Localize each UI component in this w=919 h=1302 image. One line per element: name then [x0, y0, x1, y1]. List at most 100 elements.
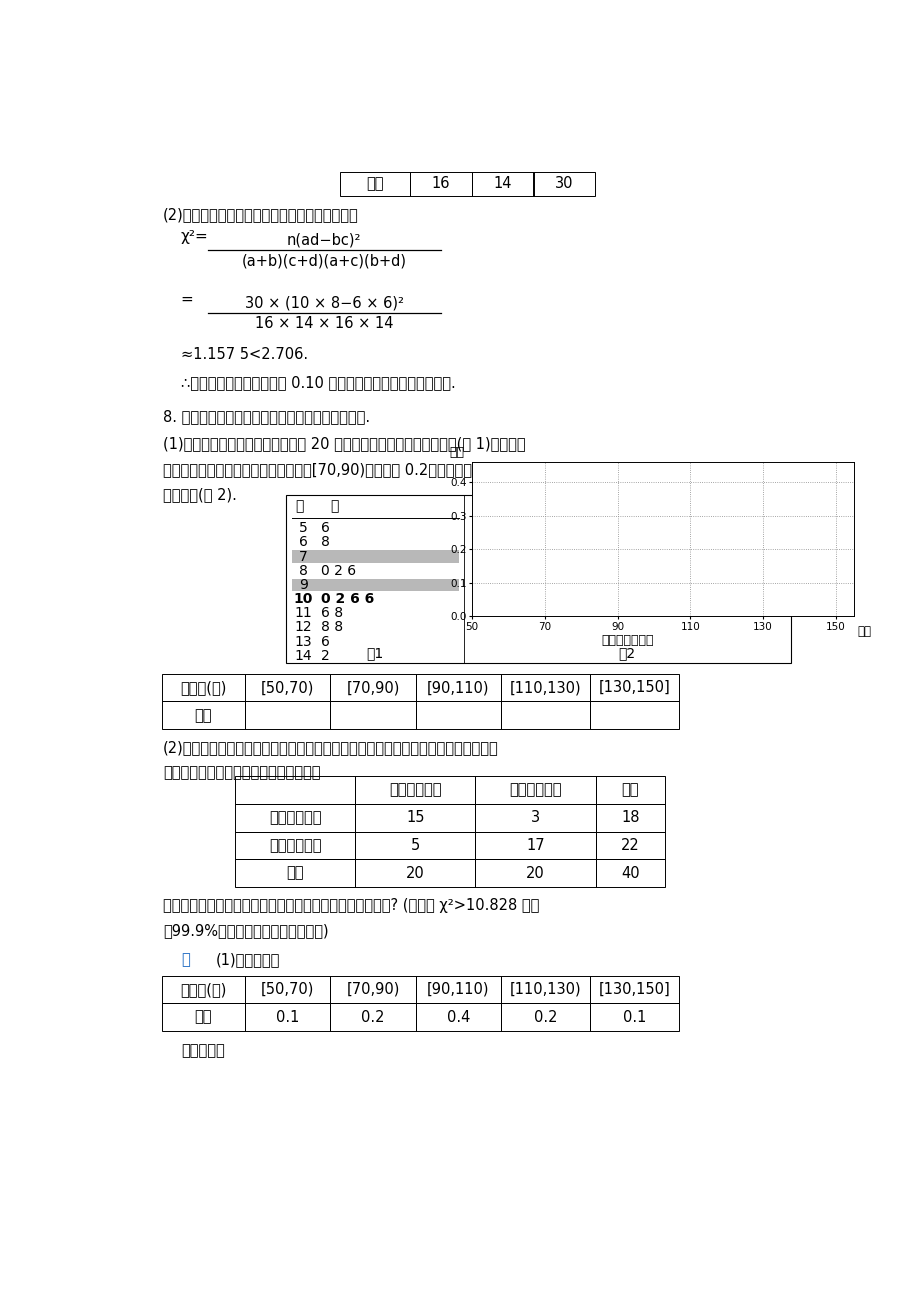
- Bar: [589, 702, 678, 729]
- Text: 0 2 6 6: 0 2 6 6: [321, 592, 374, 607]
- Bar: [595, 803, 664, 832]
- Text: 10: 10: [293, 592, 312, 607]
- Text: 理成绩进行比较，得到统计数据如下表：: 理成绩进行比较，得到统计数据如下表：: [163, 766, 320, 780]
- Bar: [475, 803, 595, 832]
- Text: 20: 20: [526, 866, 544, 880]
- Text: ∴不能在犊错的概率不超过 0.10 的前提下认为性别与会俣语有关.: ∴不能在犊错的概率不超过 0.10 的前提下认为性别与会俣语有关.: [181, 375, 455, 389]
- Text: 0.1: 0.1: [622, 1009, 646, 1025]
- Text: 有99.9%的把握判定两个变量有关联): 有99.9%的把握判定两个变量有关联): [163, 923, 328, 939]
- Text: [130,150]: [130,150]: [598, 982, 670, 997]
- Text: 18: 18: [620, 810, 639, 825]
- Text: 分数段(分): 分数段(分): [180, 982, 226, 997]
- Text: 合计: 合计: [286, 866, 303, 880]
- Text: 0.1: 0.1: [276, 1009, 300, 1025]
- Text: 图2: 图2: [618, 647, 635, 660]
- Bar: [245, 702, 330, 729]
- Bar: [330, 673, 415, 702]
- Bar: [409, 172, 471, 197]
- Text: 6: 6: [299, 535, 308, 549]
- Text: 布直方图(图 2).: 布直方图(图 2).: [163, 487, 237, 503]
- Bar: [415, 975, 501, 1004]
- Bar: [589, 975, 678, 1004]
- Text: 茎: 茎: [295, 500, 303, 514]
- Bar: [355, 859, 475, 887]
- Text: 6: 6: [321, 521, 330, 535]
- Text: 20: 20: [405, 866, 425, 880]
- Bar: [235, 832, 355, 859]
- Text: 解: 解: [181, 953, 189, 967]
- Bar: [415, 702, 501, 729]
- Text: χ²=: χ²=: [181, 229, 209, 243]
- Text: 13: 13: [294, 634, 312, 648]
- Text: [70,90): [70,90): [346, 982, 400, 997]
- Text: 16: 16: [431, 177, 449, 191]
- Bar: [471, 172, 533, 197]
- Bar: [415, 673, 501, 702]
- Text: 30 × (10 × 8−6 × 6)²: 30 × (10 × 8−6 × 6)²: [244, 296, 403, 310]
- Text: [90,110): [90,110): [426, 680, 489, 695]
- Bar: [235, 776, 355, 803]
- Text: 数学成绩优秀: 数学成绩优秀: [268, 810, 321, 825]
- Bar: [475, 776, 595, 803]
- Text: 能够有多大的把握认为物理成绩优秀与数学成绩优秀有关系? (已知当 χ²>10.828 时，: 能够有多大的把握认为物理成绩优秀与数学成绩优秀有关系? (已知当 χ²>10.8…: [163, 898, 539, 913]
- Bar: [589, 1004, 678, 1031]
- Bar: [330, 702, 415, 729]
- Bar: [162, 673, 245, 702]
- Text: (a+b)(c+d)(a+c)(b+d): (a+b)(c+d)(a+c)(b+d): [242, 254, 406, 268]
- Bar: [162, 1004, 245, 1031]
- Bar: [235, 859, 355, 887]
- Text: 物理成绩一般: 物理成绩一般: [508, 783, 562, 797]
- Bar: [162, 702, 245, 729]
- Text: [90,110): [90,110): [426, 982, 489, 997]
- Bar: [475, 832, 595, 859]
- Text: 0.2: 0.2: [533, 1009, 557, 1025]
- Text: 频率: 频率: [448, 445, 463, 458]
- Text: (1)填表如下：: (1)填表如下：: [216, 953, 279, 967]
- Text: 6: 6: [321, 634, 330, 648]
- Bar: [589, 673, 678, 702]
- Text: 物理成绩优秀: 物理成绩优秀: [389, 783, 441, 797]
- Text: 合计: 合计: [621, 783, 639, 797]
- Text: 0.2: 0.2: [361, 1009, 384, 1025]
- Bar: [330, 975, 415, 1004]
- Text: =: =: [181, 292, 193, 307]
- Bar: [501, 975, 589, 1004]
- Text: [70,90): [70,90): [346, 680, 400, 695]
- Text: [110,130): [110,130): [509, 680, 581, 695]
- Text: 数学成绩一般: 数学成绩一般: [268, 838, 321, 853]
- Bar: [501, 673, 589, 702]
- Bar: [339, 172, 409, 197]
- Text: 叶: 叶: [330, 500, 338, 514]
- Text: [130,150]: [130,150]: [598, 680, 670, 695]
- Text: 11: 11: [294, 607, 312, 620]
- Text: [110,130): [110,130): [509, 982, 581, 997]
- Bar: [355, 803, 475, 832]
- Text: 3: 3: [530, 810, 539, 825]
- Text: n(ad−bc)²: n(ad−bc)²: [287, 232, 361, 247]
- Bar: [245, 975, 330, 1004]
- Text: 5: 5: [410, 838, 419, 853]
- Text: 2: 2: [321, 648, 330, 663]
- Text: 14: 14: [294, 648, 312, 663]
- Text: (2)假设：是否会俣语与性别无关，由已知数据得: (2)假设：是否会俣语与性别无关，由已知数据得: [163, 207, 358, 223]
- Text: 0 2 6: 0 2 6: [321, 564, 356, 578]
- Text: 频率: 频率: [195, 708, 212, 723]
- Bar: [501, 702, 589, 729]
- Text: 12: 12: [294, 621, 312, 634]
- Text: 部分数据不小心丢失了，已知数学成绩[70,90)的频率是 0.2，请补全表格并绘制相应频率分: 部分数据不小心丢失了，已知数学成绩[70,90)的频率是 0.2，请补全表格并绘…: [163, 462, 550, 477]
- Bar: [415, 1004, 501, 1031]
- Text: 17: 17: [526, 838, 544, 853]
- Bar: [355, 776, 475, 803]
- Text: [50,70): [50,70): [261, 680, 314, 695]
- Text: 30: 30: [555, 177, 573, 191]
- Bar: [475, 859, 595, 887]
- Text: 分数段(分): 分数段(分): [180, 680, 226, 695]
- Text: 频率分布直方图: 频率分布直方图: [600, 634, 652, 647]
- Bar: [595, 832, 664, 859]
- Text: 8: 8: [299, 564, 308, 578]
- Text: [50,70): [50,70): [261, 982, 314, 997]
- Text: 9: 9: [299, 578, 308, 592]
- Bar: [285, 495, 790, 663]
- Bar: [291, 578, 459, 591]
- Text: 8 8: 8 8: [321, 621, 343, 634]
